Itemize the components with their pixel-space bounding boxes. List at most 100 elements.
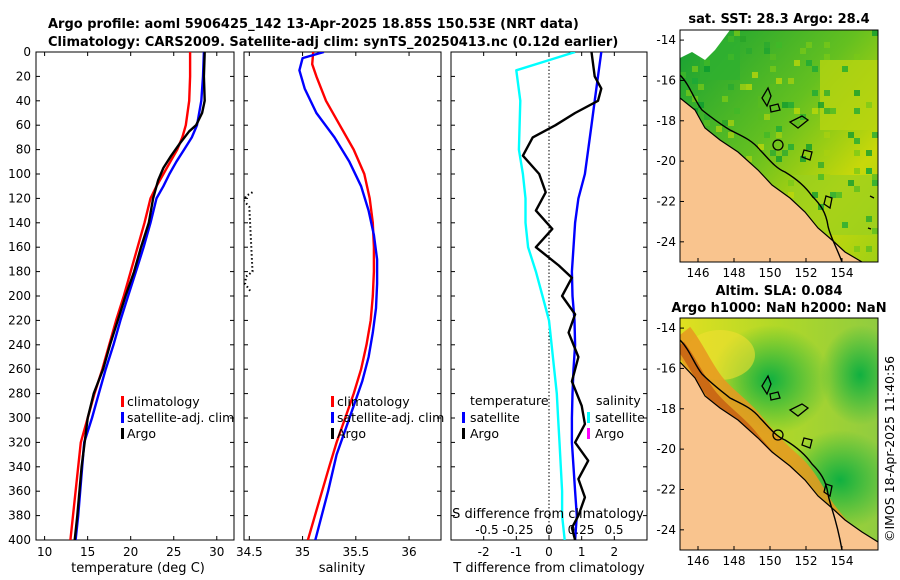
- sst-pixel: [854, 138, 860, 144]
- sst-pixel: [788, 78, 794, 84]
- sst-pixel: [788, 180, 794, 186]
- sst-pixel: [788, 192, 794, 198]
- sst-pixel: [686, 90, 692, 96]
- map-x-tick-label: 152: [795, 266, 818, 280]
- s-tick: 0.5: [604, 523, 623, 537]
- float-marker-sst: [772, 139, 784, 151]
- x-tick-label: 30: [209, 545, 224, 559]
- legend-swatch-climatology: [121, 396, 124, 407]
- map-y-tick-label: -22: [656, 482, 676, 496]
- sst-pixel: [734, 108, 740, 114]
- legend-swatch-temp-satellite: [462, 412, 465, 423]
- legend-swatch-sal-argo: [587, 428, 590, 439]
- map-x-tick-label: 148: [723, 554, 746, 568]
- legend-swatch-climatology: [331, 396, 334, 407]
- legend-title-salinity: salinity: [596, 393, 641, 408]
- sst-pixel: [692, 66, 698, 72]
- difference-lines: [515, 52, 603, 540]
- legend-swatch-satellite: [331, 412, 334, 423]
- sst-pixel: [866, 150, 872, 156]
- sst-pixel: [722, 120, 728, 126]
- sst-pixel: [764, 48, 770, 54]
- sst-pixel: [728, 54, 734, 60]
- temperature-xlabel: temperature (deg C): [71, 561, 205, 576]
- sst-pixel: [842, 66, 848, 72]
- sst-pixel: [866, 216, 872, 222]
- salinity-panel: 34.5 35 35.5 36 salinity climatology satell…: [236, 51, 444, 576]
- legend-label-temp-satellite: satellite: [470, 410, 520, 425]
- salinity-xlabel: salinity: [319, 561, 366, 576]
- x-tick-label: 35.5: [342, 545, 369, 559]
- sst-pixel: [740, 36, 746, 42]
- sst-pixel: [824, 174, 830, 180]
- map-y-tick-label: -14: [656, 321, 676, 335]
- sst-pixel: [842, 222, 848, 228]
- sst-pixel: [746, 48, 752, 54]
- sst-pixel: [824, 150, 830, 156]
- x-tick-label: 2: [611, 545, 619, 559]
- sst-pixel: [776, 78, 782, 84]
- sst-pixel: [854, 108, 860, 114]
- s-difference-label: S difference from climatology: [452, 507, 644, 522]
- difference-xlabel: T difference from climatology: [452, 561, 645, 576]
- legend-swatch-sal-satellite: [587, 412, 590, 423]
- map-y-tick-label: -18: [656, 114, 676, 128]
- map-x-tick-label: 148: [723, 266, 746, 280]
- x-tick-label: 36: [401, 545, 416, 559]
- depth-tick-label: 80: [16, 143, 31, 157]
- sla-map-title: Altim. SLA: 0.084: [716, 284, 843, 299]
- x-tick-label: -1: [510, 545, 522, 559]
- sst-pixel: [872, 174, 878, 180]
- sst-pixel: [806, 60, 812, 66]
- legend-label-climatology: climatology: [127, 394, 200, 409]
- depth-tick-label: 60: [16, 118, 31, 132]
- sst-pixel: [746, 156, 752, 162]
- sst-pixel: [806, 144, 812, 150]
- map-y-tick-label: -22: [656, 194, 676, 208]
- sst-pixel: [776, 42, 782, 48]
- sst-pixel: [758, 144, 764, 150]
- legend-swatch-temp-argo: [462, 428, 465, 439]
- sst-pixel: [872, 132, 878, 138]
- sst-pixel: [770, 54, 776, 60]
- shelf-contour: [680, 74, 843, 262]
- sst-pixel: [854, 186, 860, 192]
- sst-pixel: [698, 84, 704, 90]
- sst-pixel: [818, 102, 824, 108]
- depth-tick-labels: 0 20 40 60 80 100 120 140 160 180 200 220 240 260 280 3…: [8, 45, 31, 547]
- map-y-tick-label: -14: [656, 33, 676, 47]
- salinity-ticks: 34.5 35 35.5 36: [236, 51, 441, 559]
- sst-pixel: [788, 102, 794, 108]
- sla-map-frame: [679, 317, 879, 551]
- sst-pixel: [818, 162, 824, 168]
- s-tick: -0.25: [502, 523, 533, 537]
- coastline: [680, 361, 878, 543]
- sst-pixel: [854, 90, 860, 96]
- series-temperature-satellite: [570, 52, 603, 540]
- sst-pixel: [800, 156, 806, 162]
- sst-pixel: [704, 114, 710, 120]
- temperature-ticks: 10 15 20 25 30: [36, 51, 234, 559]
- map-y-tick-label: -16: [656, 73, 676, 87]
- coastline: [680, 97, 863, 262]
- sst-pixel: [866, 102, 872, 108]
- sst-pixel: [794, 120, 800, 126]
- series-salinity-satellite: [515, 52, 576, 540]
- sst-pixel: [770, 66, 776, 72]
- sst-pixel: [824, 210, 830, 216]
- sst-pixel: [722, 96, 728, 102]
- depth-tick-label: 0: [23, 45, 31, 59]
- temperature-panel: 0 20 40 60 80 100 120 140 160 180 200 220 240 260 280 3…: [8, 45, 235, 576]
- legend-label-sal-satellite: satellite: [595, 410, 645, 425]
- sst-pixel: [854, 168, 860, 174]
- sst-pixel: [848, 132, 854, 138]
- sst-pixel: [746, 84, 752, 90]
- sst-pixel: [680, 72, 686, 78]
- depth-tick-label: 360: [8, 484, 31, 498]
- sst-pixel: [734, 30, 740, 36]
- sst-pixel: [866, 168, 872, 174]
- legend-label-satellite: satellite-adj. clim: [337, 410, 444, 425]
- sst-pixel: [854, 246, 860, 252]
- x-tick-label: 34.5: [236, 545, 263, 559]
- map-y-tick-label: -20: [656, 442, 676, 456]
